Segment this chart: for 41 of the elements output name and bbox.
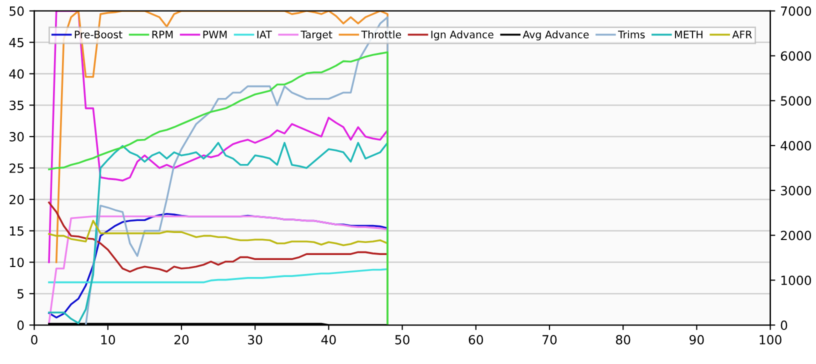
legend-label: Trims bbox=[618, 30, 645, 38]
x-tick-label: 90 bbox=[690, 334, 704, 344]
legend-label: AFR bbox=[732, 30, 752, 38]
legend-label: IAT bbox=[257, 30, 272, 38]
y-tick-label: 35 bbox=[10, 100, 24, 110]
y-tick-label: 20 bbox=[10, 194, 24, 204]
x-tick-label: 10 bbox=[101, 334, 115, 344]
y2-tick-label: 4000 bbox=[780, 141, 812, 150]
y2-tick-label: 7000 bbox=[781, 6, 812, 16]
legend-label: METH bbox=[675, 30, 702, 38]
x-tick-label: 0 bbox=[31, 334, 38, 344]
legend-label: PWM bbox=[203, 30, 227, 38]
x-tick-label: 70 bbox=[542, 334, 557, 344]
legend-label: Throttle bbox=[361, 30, 402, 38]
legend-label: Avg Advance bbox=[522, 30, 589, 40]
y-tick-label: 40 bbox=[9, 69, 24, 79]
x-tick-label: 50 bbox=[395, 334, 410, 344]
y2-tick-label: 3000 bbox=[780, 186, 812, 196]
y-tick-label: 15 bbox=[10, 226, 24, 236]
y2-tick-label: 6000 bbox=[780, 51, 812, 61]
legend-label: Target bbox=[300, 30, 332, 40]
x-tick-label: 60 bbox=[468, 334, 484, 344]
y2-tick-label: 2000 bbox=[780, 230, 812, 240]
y-tick-label: 0 bbox=[17, 320, 24, 330]
legend-label: RPM bbox=[152, 30, 173, 38]
y2-tick-label: 1000 bbox=[781, 276, 812, 286]
x-tick-label: 100 bbox=[760, 334, 782, 344]
y-tick-label: 10 bbox=[10, 258, 24, 268]
y2-tick-label: 5000 bbox=[780, 96, 812, 106]
x-tick-label: 80 bbox=[616, 334, 630, 344]
x-tick-label: 40 bbox=[321, 334, 336, 344]
y-tick-label: 45 bbox=[9, 38, 24, 48]
legend-label: Ign Advance bbox=[431, 30, 494, 40]
y-tick-label: 50 bbox=[10, 6, 24, 16]
y-tick-label: 30 bbox=[10, 132, 24, 142]
y-tick-label: 5 bbox=[18, 289, 24, 299]
y2-tick-label: 0 bbox=[780, 320, 788, 330]
x-tick-label: 20 bbox=[174, 334, 189, 344]
legend-label: Pre-Boost bbox=[74, 30, 122, 38]
x-tick-label: 30 bbox=[248, 334, 262, 344]
y-tick-label: 25 bbox=[10, 163, 24, 173]
